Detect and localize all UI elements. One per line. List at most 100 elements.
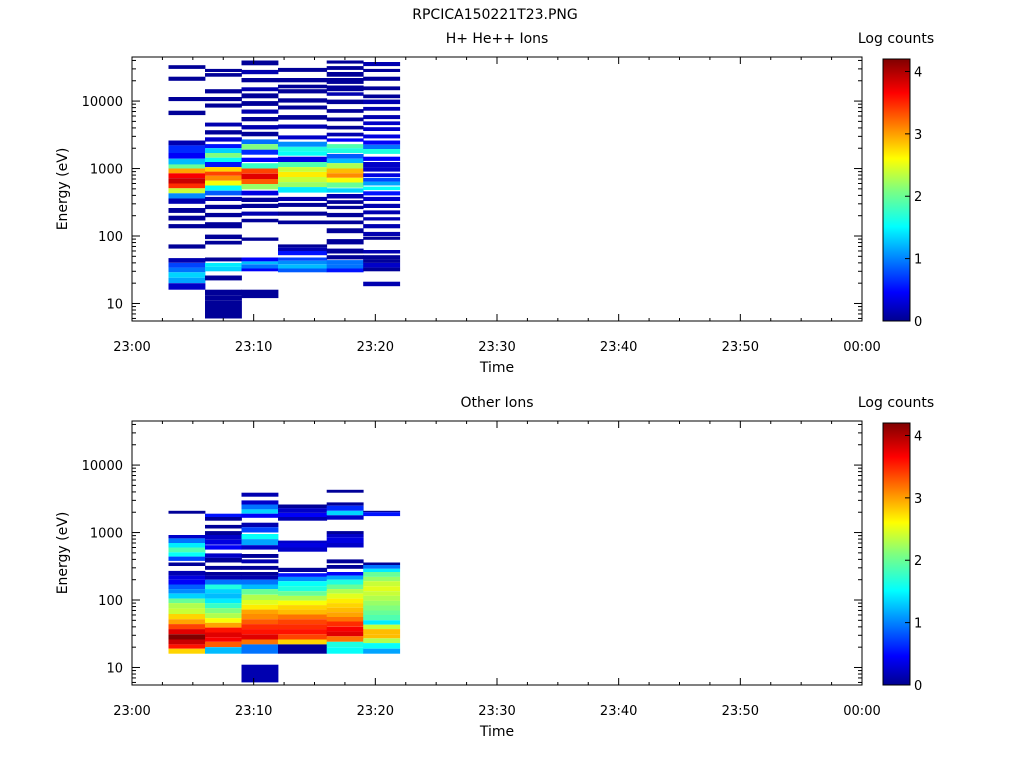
heatmap-cell (326, 260, 364, 265)
heatmap-cell (241, 144, 279, 150)
heatmap-cell (241, 211, 279, 216)
heatmap-cell (363, 255, 401, 260)
heatmap-cell (241, 624, 279, 630)
heatmap-cell (278, 614, 328, 620)
heatmap-cell (205, 240, 242, 245)
heatmap-cell (205, 180, 242, 186)
heatmap-cell (168, 224, 206, 229)
heatmap-cell (326, 132, 364, 137)
heatmap-cell (205, 598, 242, 604)
heatmap-cell (241, 609, 279, 614)
heatmap-cell (241, 639, 279, 645)
heatmap-cell (363, 115, 401, 120)
heatmap-cell (205, 89, 242, 94)
y-tick-label: 100 (98, 230, 123, 245)
heatmap-cell (326, 603, 364, 608)
heatmap-cell (363, 224, 401, 229)
heatmap-cell (241, 173, 279, 179)
heatmap-cell (278, 644, 328, 654)
heatmap-cell (241, 289, 279, 299)
x-axis-label: Time (479, 360, 514, 376)
heatmap-cell (363, 568, 401, 572)
heatmap-cell (168, 208, 206, 213)
x-tick-label: 23:30 (478, 704, 515, 719)
heatmap-cell (241, 163, 279, 169)
heatmap-cell (241, 218, 279, 223)
heatmap-cell (326, 168, 364, 174)
heatmap-cell (205, 593, 242, 599)
heatmap-cell (205, 572, 242, 576)
heatmap-cell (241, 125, 279, 130)
heatmap-cell (278, 257, 328, 261)
heatmap-cell (278, 517, 328, 521)
heatmap-cell (205, 234, 242, 240)
heatmap-cell (205, 531, 242, 535)
heatmap-cell (326, 631, 364, 637)
heatmap-cell (326, 607, 364, 613)
heatmap-cell (205, 524, 242, 529)
heatmap-cell (278, 78, 328, 83)
heatmap-cell (326, 92, 364, 96)
heatmap-cell (326, 264, 364, 269)
heatmap-cell (326, 255, 364, 260)
heatmap-cell (278, 586, 328, 592)
heatmap-cell (326, 575, 364, 580)
heatmap-cell (241, 619, 279, 625)
colorbar-tick-label: 1 (914, 617, 922, 632)
heatmap-cell (326, 153, 364, 159)
heatmap-cell (205, 553, 242, 558)
heatmap-cell (326, 621, 364, 627)
y-tick-label: 10 (106, 661, 123, 676)
heatmap-cell (168, 593, 206, 599)
heatmap-cell (278, 162, 328, 168)
heatmap-cell (168, 570, 206, 576)
heatmap-cell (205, 647, 242, 654)
heatmap-cell (326, 593, 364, 599)
chart-panel: 23:00 23:10 23:20 23:30 23:40 23:50 00:0010100… (55, 395, 934, 740)
heatmap-cell (278, 244, 328, 248)
colorbar (882, 422, 911, 686)
x-tick-label: 23:20 (357, 340, 394, 355)
heatmap-cell (241, 179, 279, 184)
heatmap-cell (205, 618, 242, 623)
heatmap-cell (326, 239, 364, 245)
heatmap-cell (326, 220, 364, 225)
heatmap-cell (363, 262, 401, 268)
heatmap-cell (168, 168, 206, 174)
heatmap-cell (326, 205, 364, 210)
heatmap-cell (168, 183, 206, 189)
y-tick-label: 10000 (82, 95, 123, 110)
heatmap-cell (241, 78, 279, 83)
heatmap-cell (205, 130, 242, 135)
y-axis-label: Energy (eV) (55, 148, 71, 231)
heatmap-cell (205, 637, 242, 642)
heatmap-cell (205, 289, 242, 296)
heatmap-cell (168, 603, 206, 609)
heatmap-cell (168, 584, 206, 590)
colorbar-tick-label: 4 (914, 429, 922, 444)
heatmap-cell (278, 547, 328, 552)
heatmap-cell (278, 141, 328, 147)
heatmap-cell (241, 261, 279, 265)
heatmap-cell (326, 72, 364, 77)
heatmap-cell (241, 522, 279, 528)
heatmap-cell (363, 634, 401, 639)
x-tick-label: 23:20 (357, 704, 394, 719)
heatmap-cell (241, 565, 279, 570)
y-tick-label: 1000 (90, 527, 123, 542)
x-axis-label: Time (479, 724, 514, 740)
heatmap-cell (363, 624, 401, 630)
heatmap-cell (326, 598, 364, 604)
heatmap-cell (205, 266, 242, 272)
heatmap-cell (363, 615, 401, 621)
heatmap-cell (205, 565, 242, 570)
heatmap-cell (326, 268, 364, 273)
heatmap-cell (168, 277, 206, 284)
heatmap-cell (205, 137, 242, 142)
heatmap-cell (278, 543, 328, 548)
heatmap-cell (241, 203, 279, 208)
heatmap-cell (363, 581, 401, 587)
heatmap-cell (278, 619, 328, 625)
heatmap-cell (363, 643, 401, 649)
heatmap-cell (205, 589, 242, 594)
